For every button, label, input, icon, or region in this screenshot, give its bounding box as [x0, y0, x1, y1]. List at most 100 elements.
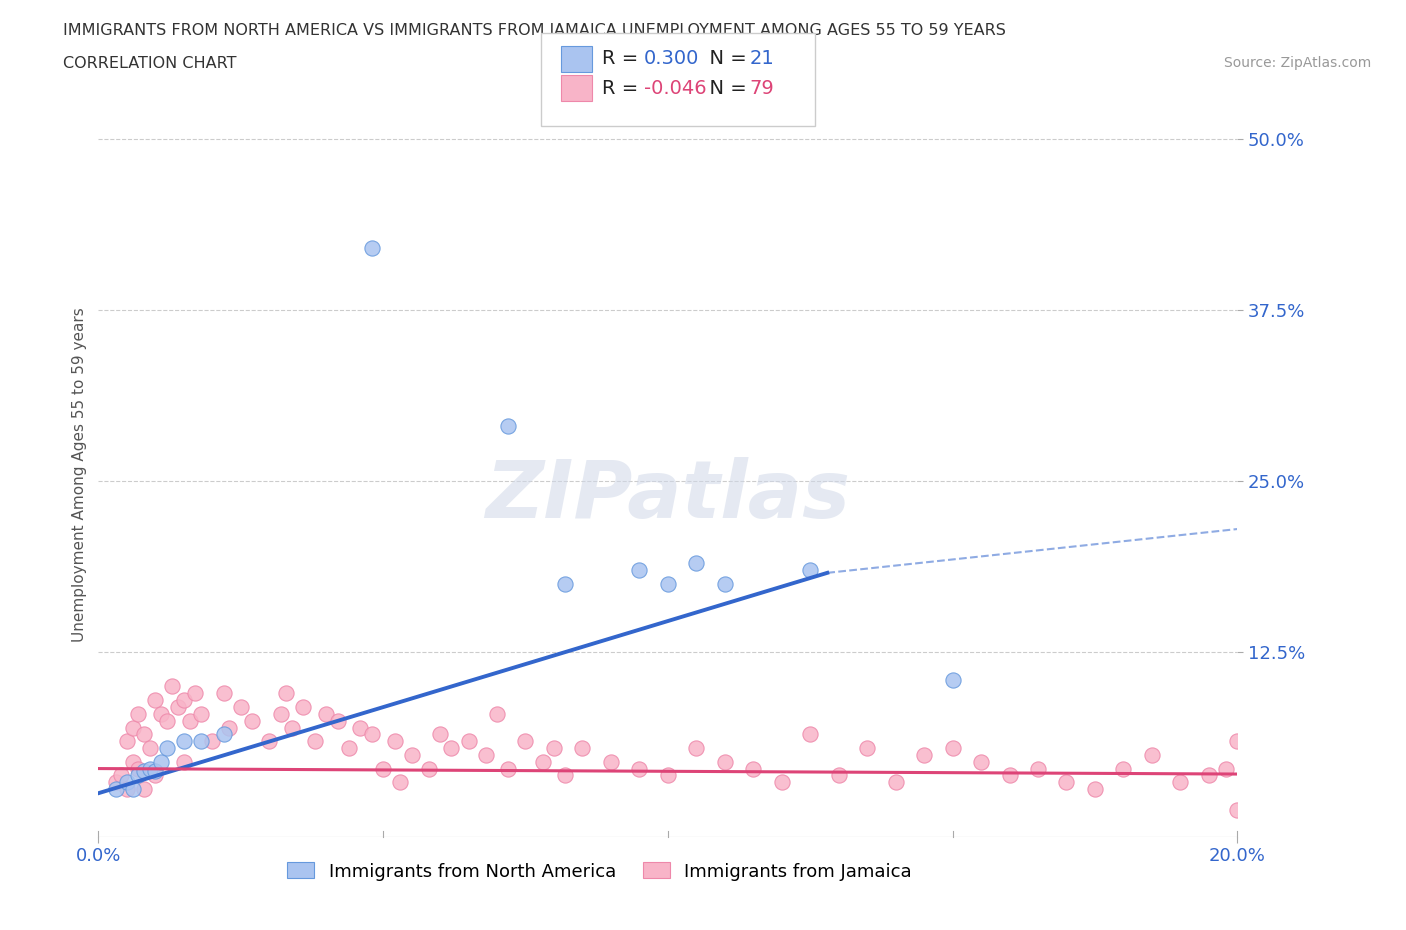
Point [1056, 775, 1078, 790]
Point [162, 679, 184, 694]
Point [942, 672, 965, 687]
Point [457, 734, 479, 749]
Point [115, 781, 138, 796]
Point [156, 740, 179, 755]
Point [281, 720, 304, 735]
Point [179, 713, 201, 728]
Point [145, 693, 167, 708]
Point [132, 727, 155, 742]
Text: R =: R = [602, 49, 644, 68]
Point [515, 734, 537, 749]
Point [714, 754, 737, 769]
Point [360, 727, 382, 742]
Point [190, 707, 212, 722]
Point [127, 707, 149, 722]
Point [150, 754, 173, 769]
Point [276, 685, 298, 700]
Point [1026, 761, 1049, 776]
Point [127, 768, 149, 783]
Point [628, 563, 651, 578]
Point [628, 761, 651, 776]
Text: N =: N = [697, 79, 754, 98]
Point [531, 754, 554, 769]
Point [132, 781, 155, 796]
Point [1226, 803, 1249, 817]
Point [110, 768, 132, 783]
Point [104, 781, 127, 796]
Point [486, 707, 509, 722]
Point [270, 707, 292, 722]
Point [440, 740, 463, 755]
Point [498, 418, 520, 433]
Point [156, 713, 179, 728]
Point [799, 563, 821, 578]
Point [315, 707, 337, 722]
Point [138, 740, 160, 755]
Point [259, 734, 281, 749]
Text: -0.046: -0.046 [644, 79, 707, 98]
Point [942, 740, 965, 755]
Legend: Immigrants from North America, Immigrants from Jamaica: Immigrants from North America, Immigrant… [278, 854, 921, 890]
Point [384, 734, 406, 749]
Point [554, 577, 576, 591]
Point [856, 740, 879, 755]
Point [190, 734, 212, 749]
Point [1215, 761, 1237, 776]
Point [121, 781, 143, 796]
Point [401, 748, 423, 763]
Point [600, 754, 623, 769]
Text: 21: 21 [749, 49, 775, 68]
Point [1112, 761, 1135, 776]
Point [828, 768, 851, 783]
Point [799, 727, 821, 742]
Point [121, 754, 143, 769]
Point [554, 768, 576, 783]
Point [173, 693, 195, 708]
Point [998, 768, 1021, 783]
Point [240, 713, 263, 728]
Point [218, 720, 240, 735]
Point [474, 748, 496, 763]
Point [184, 685, 207, 700]
Point [373, 761, 395, 776]
Point [145, 764, 167, 778]
Point [657, 768, 679, 783]
Point [1198, 768, 1220, 783]
Y-axis label: Unemployment Among Ages 55 to 59 years: Unemployment Among Ages 55 to 59 years [72, 307, 87, 642]
Text: 79: 79 [749, 79, 775, 98]
Point [212, 685, 235, 700]
Point [571, 740, 593, 755]
Point [657, 577, 679, 591]
Text: 0.300: 0.300 [644, 49, 699, 68]
Point [770, 775, 793, 790]
Point [685, 556, 707, 571]
Point [150, 707, 173, 722]
Point [389, 775, 412, 790]
Point [429, 727, 451, 742]
Point [360, 241, 382, 256]
Point [167, 699, 190, 714]
Text: IMMIGRANTS FROM NORTH AMERICA VS IMMIGRANTS FROM JAMAICA UNEMPLOYMENT AMONG AGES: IMMIGRANTS FROM NORTH AMERICA VS IMMIGRA… [63, 23, 1007, 38]
Text: R =: R = [602, 79, 644, 98]
Point [349, 720, 371, 735]
Point [714, 577, 737, 591]
Point [104, 775, 127, 790]
Point [1226, 734, 1249, 749]
Text: Source: ZipAtlas.com: Source: ZipAtlas.com [1223, 56, 1371, 70]
Point [742, 761, 765, 776]
Point [138, 761, 160, 776]
Point [145, 768, 167, 783]
Point [173, 754, 195, 769]
Point [337, 740, 360, 755]
Point [304, 734, 326, 749]
Point [173, 734, 195, 749]
Text: N =: N = [697, 49, 754, 68]
Point [912, 748, 935, 763]
Point [229, 699, 252, 714]
Point [884, 775, 907, 790]
Point [121, 720, 143, 735]
Point [127, 761, 149, 776]
Point [115, 734, 138, 749]
Point [115, 775, 138, 790]
Point [1170, 775, 1192, 790]
